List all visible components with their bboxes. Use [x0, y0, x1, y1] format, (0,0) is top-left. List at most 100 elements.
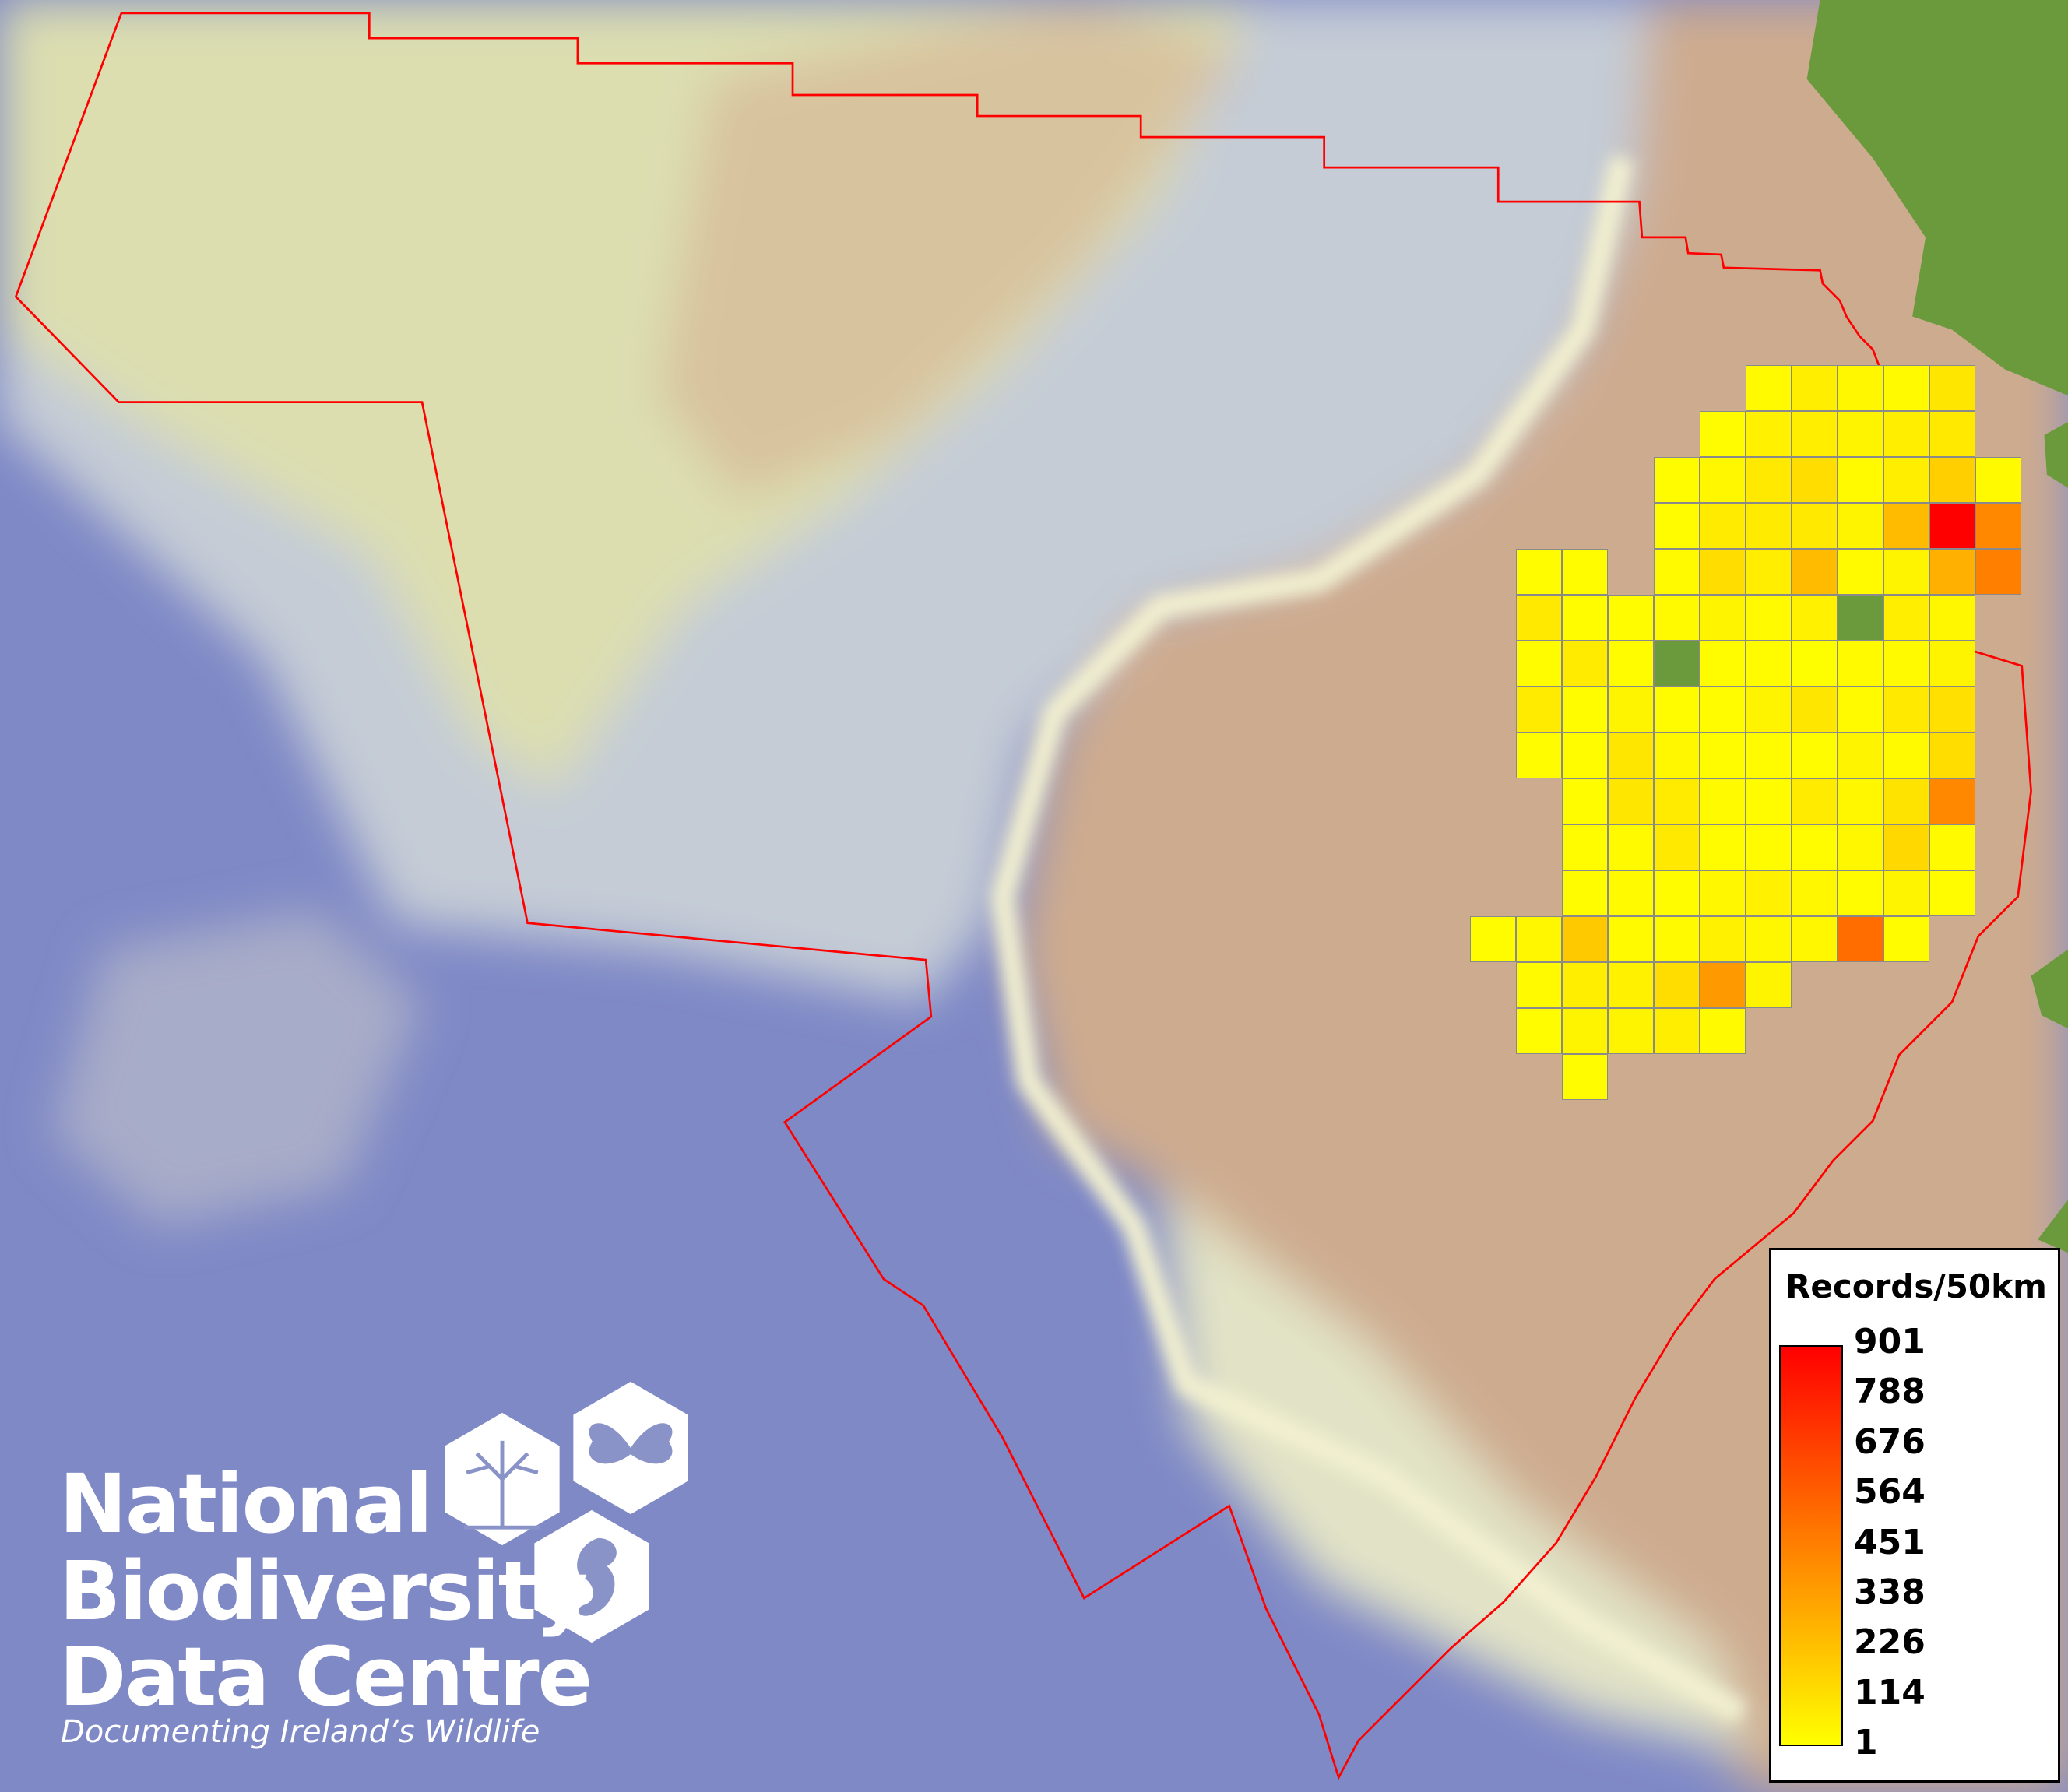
grid-cell: [1883, 733, 1929, 778]
grid-cell: [1792, 870, 1838, 916]
grid-cell: [1792, 457, 1838, 503]
grid-cell: [1516, 1008, 1562, 1054]
grid-cell: [1929, 503, 1975, 549]
grid-cell: [1562, 641, 1608, 687]
grid-cell: [1838, 411, 1883, 457]
logo-line-3: Data Centre: [59, 1629, 593, 1724]
grid-cell: [1562, 687, 1608, 733]
grid-cell: [1562, 778, 1608, 824]
grid-cell: [1838, 641, 1883, 687]
grid-cell: [1883, 778, 1929, 824]
grid-cell: [1608, 733, 1654, 778]
legend-tick-label: 901: [1854, 1322, 1926, 1362]
legend-tick-label: 338: [1854, 1572, 1926, 1612]
grid-cell: [1838, 824, 1883, 870]
grid-cell: [1792, 687, 1838, 733]
grid-cell: [1929, 457, 1975, 503]
grid-cell: [1562, 1008, 1608, 1054]
seahorse-icon: [534, 1509, 649, 1643]
grid-cell: [1700, 503, 1746, 549]
grid-cell: [1608, 687, 1654, 733]
grid-cell: [1700, 687, 1746, 733]
grid-cell: [1608, 1008, 1654, 1054]
grid-cell: [1700, 962, 1746, 1008]
grid-cell: [1883, 549, 1929, 595]
grid-cell: [1929, 824, 1975, 870]
legend-tick-label: 676: [1854, 1421, 1926, 1462]
grid-cell: [1838, 549, 1883, 595]
grid-cell: [1700, 870, 1746, 916]
grid-cell: [1746, 503, 1792, 549]
grid-cell: [1608, 870, 1654, 916]
grid-cell: [1929, 549, 1975, 595]
grid-cell: [1929, 641, 1975, 687]
grid-cell: [1562, 549, 1608, 595]
legend-tick-label: 1: [1854, 1723, 1878, 1762]
grid-cell: [1792, 503, 1838, 549]
grid-cell: [1562, 916, 1608, 962]
grid-cell: [1654, 916, 1700, 962]
grid-cell: [1746, 824, 1792, 870]
grid-cell: [1700, 733, 1746, 778]
grid-cell: [1654, 778, 1700, 824]
grid-cell: [1516, 641, 1562, 687]
grid-cell: [1975, 549, 2021, 595]
grid-cell: [1792, 778, 1838, 824]
grid-cell: [1562, 733, 1608, 778]
grid-cell: [1929, 365, 1975, 411]
legend-tick-label: 114: [1854, 1672, 1926, 1713]
grid-cell: [1700, 1008, 1746, 1054]
grid-cell: [1838, 365, 1883, 411]
grid-cell: [1883, 595, 1929, 641]
grid-cell: [1792, 549, 1838, 595]
grid-cell: [1746, 641, 1792, 687]
grid-cell: [1654, 962, 1700, 1008]
nbdc-logo: National Biodiversity Data Centre Docume…: [55, 1370, 755, 1775]
grid-cell: [1975, 503, 2021, 549]
grid-cell: [1654, 824, 1700, 870]
legend: Records/50km 901 788 676 564 451 338 226 114 1: [1769, 1248, 2060, 1783]
grid-cell: [1608, 778, 1654, 824]
grid-cell: [1792, 824, 1838, 870]
grid-cell: [1516, 916, 1562, 962]
grid-cell: [1838, 778, 1883, 824]
grid-cell-no-data: [1654, 641, 1700, 687]
grid-cell: [1562, 824, 1608, 870]
grid-cell: [1700, 916, 1746, 962]
grid-cell: [1516, 595, 1562, 641]
logo-tagline: Documenting Ireland’s Wildlife: [61, 1714, 540, 1750]
grid-cell: [1746, 916, 1792, 962]
butterfly-icon: [573, 1381, 688, 1515]
records-grid: [1470, 365, 2021, 1100]
grid-cell: [1562, 962, 1608, 1008]
grid-cell: [1654, 870, 1700, 916]
grid-cell: [1883, 687, 1929, 733]
legend-tick-label: 564: [1854, 1472, 1926, 1513]
grid-cell: [1929, 870, 1975, 916]
grid-cell: [1608, 962, 1654, 1008]
legend-tick-label: 226: [1854, 1622, 1926, 1663]
grid-cell: [1838, 916, 1883, 962]
grid-cell: [1746, 549, 1792, 595]
grid-cell: [1700, 824, 1746, 870]
grid-cell: [1700, 411, 1746, 457]
land-green-scotland: [1806, 0, 2068, 396]
grid-cell: [1654, 687, 1700, 733]
grid-cell: [1562, 595, 1608, 641]
grid-cell: [1562, 1054, 1608, 1100]
grid-cell: [1700, 595, 1746, 641]
grid-cell: [1746, 365, 1792, 411]
grid-cell: [1746, 962, 1792, 1008]
grid-cell: [1883, 870, 1929, 916]
grid-cell: [1700, 641, 1746, 687]
grid-cell: [1929, 778, 1975, 824]
land-green-cornwall: [2038, 1200, 2068, 1253]
grid-cell: [1562, 870, 1608, 916]
grid-cell: [1838, 733, 1883, 778]
grid-cell: [1929, 595, 1975, 641]
grid-cell: [1654, 549, 1700, 595]
grid-cell: [1792, 595, 1838, 641]
logo-line-1: National: [59, 1456, 433, 1551]
grid-cell: [1608, 824, 1654, 870]
grid-cell: [1838, 503, 1883, 549]
